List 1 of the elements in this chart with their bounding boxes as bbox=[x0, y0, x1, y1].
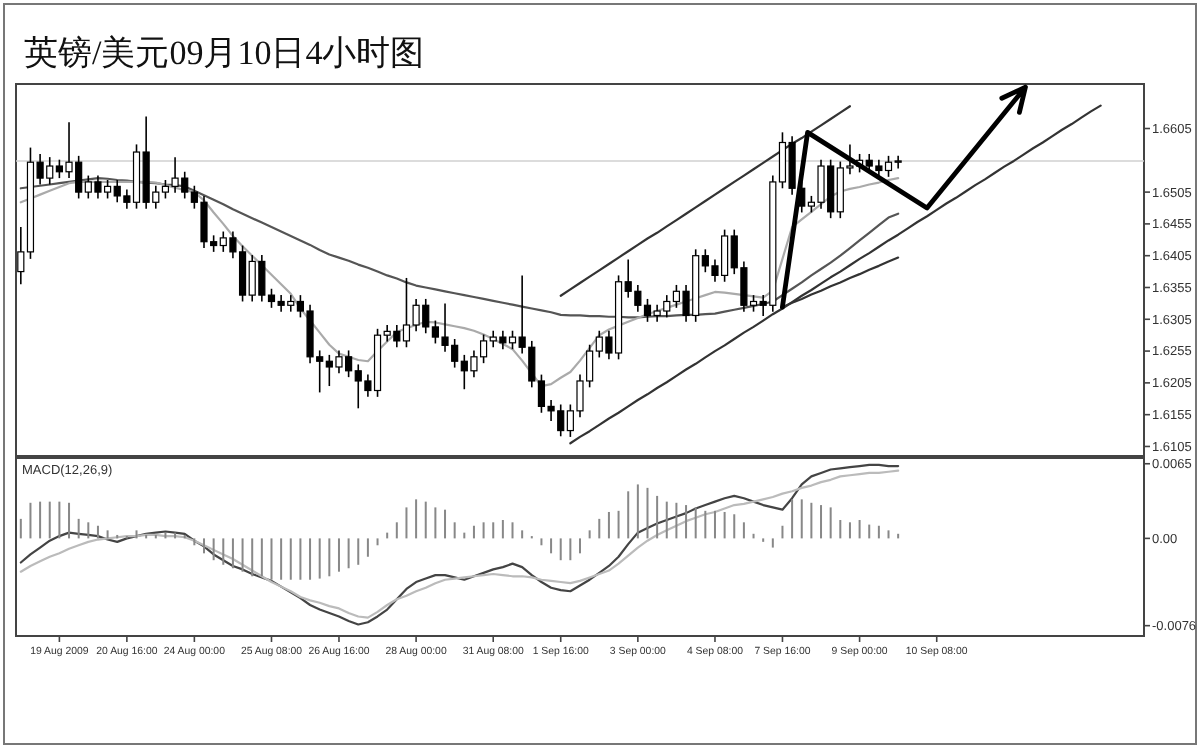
chart-title: 英镑/美元09月10日4小时图 bbox=[24, 34, 425, 72]
